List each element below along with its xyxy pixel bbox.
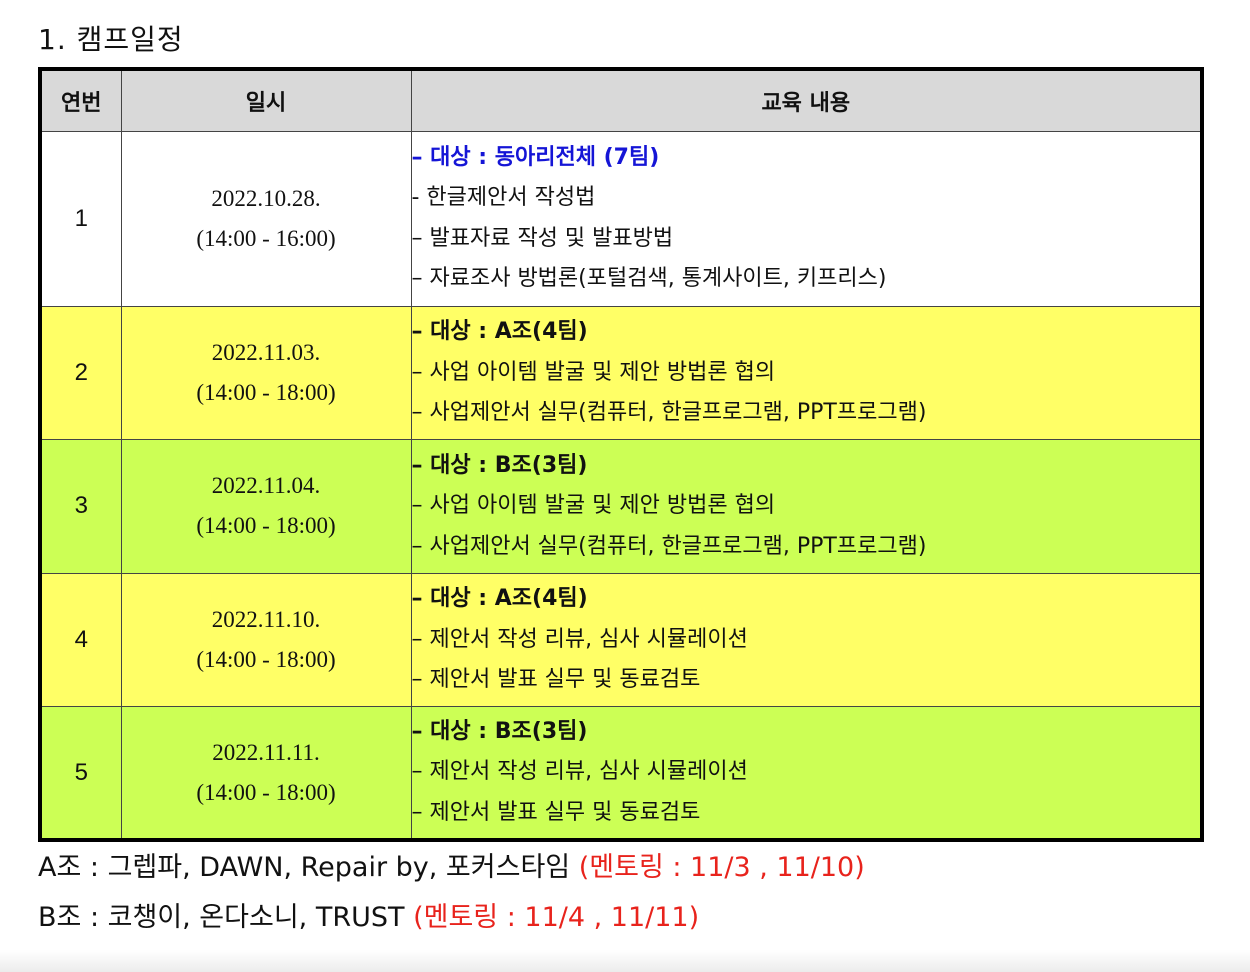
row-date: 2022.11.03. bbox=[211, 339, 321, 365]
content-item: – 자료조사 방법론(포털검색, 통계사이트, 키프리스) bbox=[411, 266, 887, 292]
row-date: 2022.10.28. bbox=[211, 185, 321, 211]
row-datetime: 2022.11.03. (14:00 - 18:00) bbox=[120, 305, 412, 441]
row-target: – 대상 : A조(4팀) bbox=[411, 586, 588, 612]
content-item: – 사업 아이템 발굴 및 제안 방법론 협의 bbox=[411, 493, 776, 519]
row-number: 1 bbox=[39, 131, 122, 307]
row-number: 2 bbox=[39, 305, 122, 441]
header-number: 연번 bbox=[39, 68, 122, 133]
a-group-teams: A조 : 그렙파, DAWN, Repair by, 포커스타임 bbox=[38, 852, 571, 883]
bottom-shadow-bar bbox=[0, 950, 1250, 972]
table-row: 1 2022.10.28. (14:00 - 16:00) – 대상 : 동아리… bbox=[39, 131, 1203, 307]
row-time: (14:00 - 18:00) bbox=[196, 646, 336, 672]
row-datetime: 2022.11.10. (14:00 - 18:00) bbox=[120, 572, 412, 708]
schedule-table: 연번 일시 교육 내용 1 2022.10.28. (14:00 - 16:00… bbox=[38, 67, 1204, 842]
header-datetime: 일시 bbox=[120, 68, 412, 133]
row-number: 4 bbox=[39, 572, 122, 708]
row-content: – 대상 : B조(3팀) – 제안서 작성 리뷰, 심사 시뮬레이션 – 제안… bbox=[410, 706, 1203, 841]
table-row: 3 2022.11.04. (14:00 - 18:00) – 대상 : B조(… bbox=[39, 439, 1203, 574]
row-date: 2022.11.11. bbox=[212, 739, 320, 765]
row-content: – 대상 : B조(3팀) – 사업 아이템 발굴 및 제안 방법론 협의 – … bbox=[410, 439, 1203, 574]
row-time: (14:00 - 18:00) bbox=[196, 513, 336, 539]
row-date: 2022.11.10. bbox=[211, 606, 321, 632]
content-item: – 제안서 작성 리뷰, 심사 시뮬레이션 bbox=[411, 626, 748, 652]
content-item: – 제안서 발표 실무 및 동료검토 bbox=[411, 799, 701, 825]
row-number: 5 bbox=[39, 706, 122, 841]
header-content: 교육 내용 bbox=[410, 68, 1203, 133]
row-date: 2022.11.04. bbox=[211, 473, 321, 499]
content-item: – 제안서 발표 실무 및 동료검토 bbox=[411, 667, 701, 693]
footer-b-group: B조 : 코챙이, 온다소니, TRUST (멘토링 : 11/4 , 11/1… bbox=[38, 895, 699, 934]
content-item: - 한글제안서 작성법 bbox=[411, 185, 596, 211]
row-number: 3 bbox=[39, 439, 122, 574]
b-group-teams: B조 : 코챙이, 온다소니, TRUST bbox=[38, 902, 405, 933]
row-content: – 대상 : A조(4팀) – 제안서 작성 리뷰, 심사 시뮬레이션 – 제안… bbox=[410, 572, 1203, 708]
table-row: 4 2022.11.10. (14:00 - 18:00) – 대상 : A조(… bbox=[39, 572, 1203, 708]
table-header-row: 연번 일시 교육 내용 bbox=[39, 68, 1203, 133]
content-item: – 발표자료 작성 및 발표방법 bbox=[411, 225, 674, 251]
row-content: – 대상 : 동아리전체 (7팀) - 한글제안서 작성법 – 발표자료 작성 … bbox=[410, 131, 1203, 307]
row-target: – 대상 : A조(4팀) bbox=[411, 319, 588, 345]
content-item: – 사업제안서 실무(컴퓨터, 한글프로그램, PPT프로그램) bbox=[411, 400, 927, 426]
row-time: (14:00 - 18:00) bbox=[196, 779, 336, 805]
row-target: – 대상 : B조(3팀) bbox=[411, 718, 588, 744]
row-time: (14:00 - 16:00) bbox=[196, 225, 336, 251]
table-row: 2 2022.11.03. (14:00 - 18:00) – 대상 : A조(… bbox=[39, 305, 1203, 441]
page-title: 1. 캠프일정 bbox=[38, 23, 184, 56]
content-item: – 사업 아이템 발굴 및 제안 방법론 협의 bbox=[411, 359, 776, 385]
b-group-mentoring: (멘토링 : 11/4 , 11/11) bbox=[413, 902, 700, 933]
a-group-mentoring: (멘토링 : 11/3 , 11/10) bbox=[578, 852, 865, 883]
row-content: – 대상 : A조(4팀) – 사업 아이템 발굴 및 제안 방법론 협의 – … bbox=[410, 305, 1203, 441]
row-datetime: 2022.11.11. (14:00 - 18:00) bbox=[120, 706, 412, 841]
content-item: – 사업제안서 실무(컴퓨터, 한글프로그램, PPT프로그램) bbox=[411, 533, 927, 559]
table-row: 5 2022.11.11. (14:00 - 18:00) – 대상 : B조(… bbox=[39, 706, 1203, 841]
row-target: – 대상 : B조(3팀) bbox=[411, 452, 588, 478]
row-time: (14:00 - 18:00) bbox=[196, 379, 336, 405]
row-datetime: 2022.11.04. (14:00 - 18:00) bbox=[120, 439, 412, 574]
content-item: – 제안서 작성 리뷰, 심사 시뮬레이션 bbox=[411, 759, 748, 785]
row-target: – 대상 : 동아리전체 (7팀) bbox=[411, 144, 660, 170]
row-datetime: 2022.10.28. (14:00 - 16:00) bbox=[120, 131, 412, 307]
footer-a-group: A조 : 그렙파, DAWN, Repair by, 포커스타임 (멘토링 : … bbox=[38, 845, 865, 884]
